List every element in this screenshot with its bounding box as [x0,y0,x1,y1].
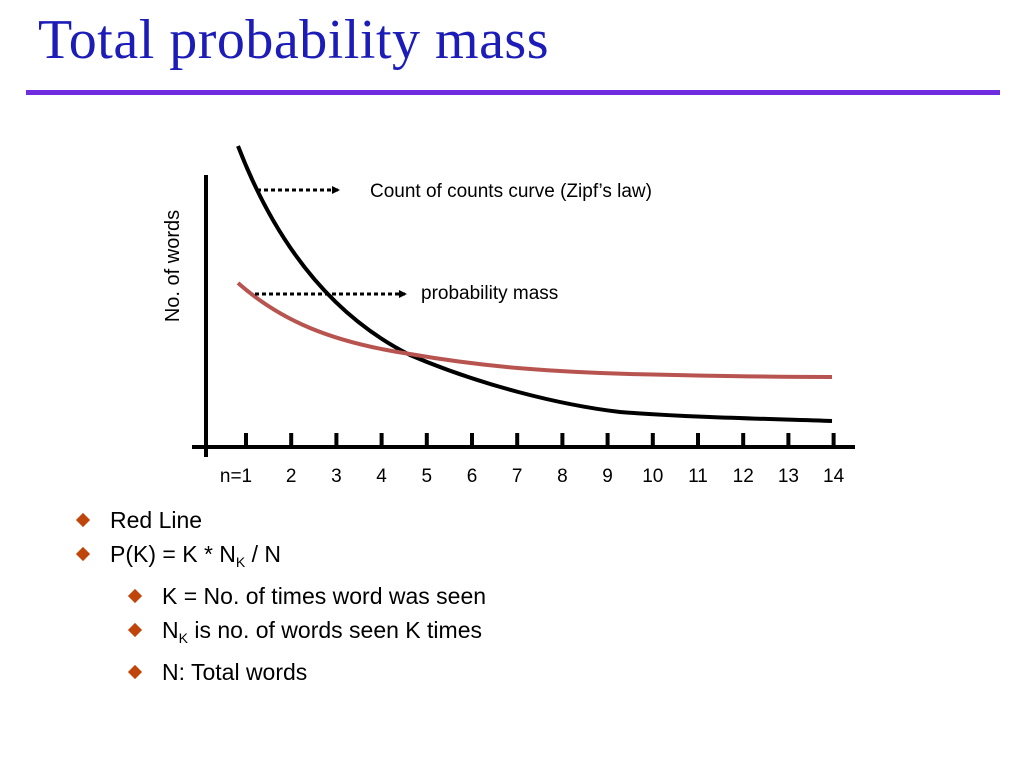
bullet-text: N: Total words [162,659,308,685]
x-tick-label: 8 [557,466,568,487]
nk-before: N [162,617,179,643]
diamond-bullet-icon [127,622,143,638]
bullet-list: Red Line P(K) = K * NK / N K = No. of ti… [72,503,486,689]
x-tick-label: 13 [778,466,799,487]
slide-title: Total probability mass [38,9,550,71]
y-axis-label: No. of words [162,210,184,322]
formula-subscript: K [235,554,246,570]
x-tick-label: 3 [331,466,342,487]
x-tick-label: 7 [512,466,523,487]
diamond-bullet-icon [75,512,91,528]
bullet-k-definition: K = No. of times word was seen [124,579,486,613]
x-tick-label: 11 [688,466,708,487]
title-rule [26,90,1000,95]
zipf-annotation: Count of counts curve (Zipf’s law) [370,181,652,202]
x-tick-label: 6 [467,466,478,487]
bullet-n-definition: N: Total words [124,655,486,689]
nk-subscript: K [178,630,188,646]
x-tick-label: 14 [823,466,845,487]
mass-annotation: probability mass [421,283,558,304]
formula-after: / N [245,541,282,567]
x-tick-label: n=1 [220,466,252,487]
probability-mass-curve [236,281,833,379]
x-tick-label: 9 [602,466,613,487]
diamond-bullet-icon [127,664,143,680]
bullet-nk-definition: NK is no. of words seen K times [124,613,486,655]
x-tick-label: 10 [642,466,663,487]
bullet-formula: P(K) = K * NK / N [72,537,486,579]
count-of-counts-curve [236,145,833,423]
diamond-bullet-icon [75,546,91,562]
bullet-text: Red Line [110,507,203,533]
x-tick-label: 4 [376,466,387,487]
diamond-bullet-icon [127,588,143,604]
x-axis-tick-marks [244,433,836,448]
x-tick-label: 5 [422,466,433,487]
bullet-red-line: Red Line [72,503,486,537]
bullet-text: K = No. of times word was seen [162,583,487,609]
x-axis-tick-labels: n=1 2 3 4 5 6 7 8 9 10 11 12 13 14 [220,466,845,487]
x-tick-label: 12 [733,466,754,487]
nk-after: is no. of words seen K times [187,617,482,643]
formula-before: P(K) = K * N [110,541,236,567]
x-tick-label: 2 [286,466,297,487]
